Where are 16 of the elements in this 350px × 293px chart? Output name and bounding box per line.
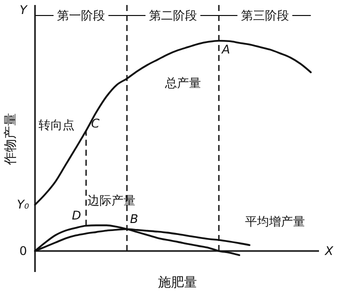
x-axis-title: 施肥量 xyxy=(158,276,197,290)
annotation: A xyxy=(220,42,230,57)
annotation: D xyxy=(72,208,82,222)
text: 第一阶段 xyxy=(56,8,105,23)
annotation: C xyxy=(91,116,100,131)
text: 第二阶段 xyxy=(148,8,197,23)
y-axis-title: 作物产量 xyxy=(4,113,18,166)
text: 第三阶段 xyxy=(240,8,289,23)
text: Y₀ xyxy=(16,198,30,212)
text: X xyxy=(324,244,334,258)
annotation: B xyxy=(130,212,138,226)
text: 0 xyxy=(19,244,27,258)
annotation: 平均增产量 xyxy=(245,214,306,229)
annotation: 转向点 xyxy=(38,118,74,132)
text: Y xyxy=(20,3,29,17)
annotation: 总产量 xyxy=(164,76,202,90)
